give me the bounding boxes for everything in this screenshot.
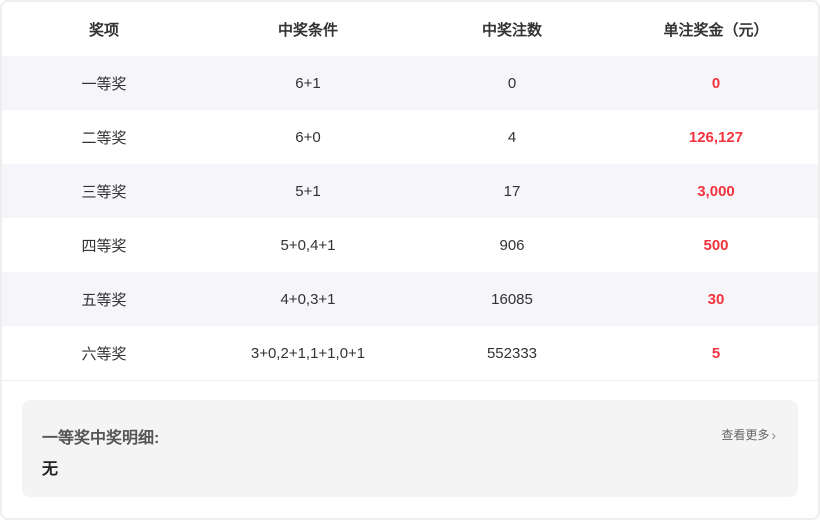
view-more-link[interactable]: 查看更多 › — [721, 426, 776, 443]
cell-winners: 16085 — [491, 290, 533, 308]
cell-condition: 4+0,3+1 — [280, 290, 336, 308]
table-header: 奖项 中奖条件 中奖注数 单注奖金（元） — [2, 2, 818, 56]
cell-condition: 3+0,2+1,1+1,0+1 — [250, 344, 366, 362]
table-row: 二等奖 6+0 4 126,127 — [2, 110, 818, 164]
cell-prize-amount: 126,127 — [688, 128, 744, 146]
cell-prize-level: 五等奖 — [81, 291, 127, 309]
cell-condition: 5+1 — [295, 182, 321, 200]
table-row: 四等奖 5+0,4+1 906 500 — [2, 218, 818, 272]
cell-prize-amount: 5 — [711, 344, 721, 362]
view-more-label: 查看更多 — [721, 428, 770, 442]
cell-prize-level: 一等奖 — [81, 75, 127, 93]
detail-value: 无 — [42, 461, 59, 478]
table-row: 三等奖 5+1 17 3,000 — [2, 164, 818, 218]
cell-condition: 5+0,4+1 — [280, 236, 336, 254]
cell-winners: 4 — [507, 128, 517, 146]
cell-condition: 6+1 — [295, 74, 321, 92]
cell-prize-level: 六等奖 — [81, 345, 127, 363]
table-row: 五等奖 4+0,3+1 16085 30 — [2, 272, 818, 326]
cell-condition: 6+0 — [295, 128, 321, 146]
header-condition: 中奖条件 — [277, 21, 338, 39]
cell-winners: 17 — [503, 182, 521, 200]
cell-winners: 906 — [499, 236, 525, 254]
header-prize-amount: 单注奖金（元） — [663, 21, 769, 39]
table-row: 一等奖 6+1 0 0 — [2, 56, 818, 110]
table-row: 六等奖 3+0,2+1,1+1,0+1 552333 5 — [2, 326, 818, 381]
cell-prize-amount: 30 — [707, 290, 725, 308]
cell-prize-level: 二等奖 — [81, 129, 127, 147]
detail-title: 一等奖中奖明细: — [42, 430, 160, 447]
cell-prize-level: 三等奖 — [81, 183, 127, 201]
cell-winners: 0 — [507, 74, 517, 92]
cell-prize-amount: 500 — [703, 236, 729, 254]
cell-prize-amount: 0 — [711, 74, 721, 92]
header-prize-level: 奖项 — [88, 21, 119, 39]
first-prize-detail: 一等奖中奖明细: 无 查看更多 › — [22, 400, 798, 497]
chevron-right-icon: › — [771, 426, 776, 443]
cell-winners: 552333 — [486, 344, 538, 362]
cell-prize-level: 四等奖 — [81, 237, 127, 255]
cell-prize-amount: 3,000 — [697, 182, 735, 200]
header-winners: 中奖注数 — [481, 21, 542, 39]
